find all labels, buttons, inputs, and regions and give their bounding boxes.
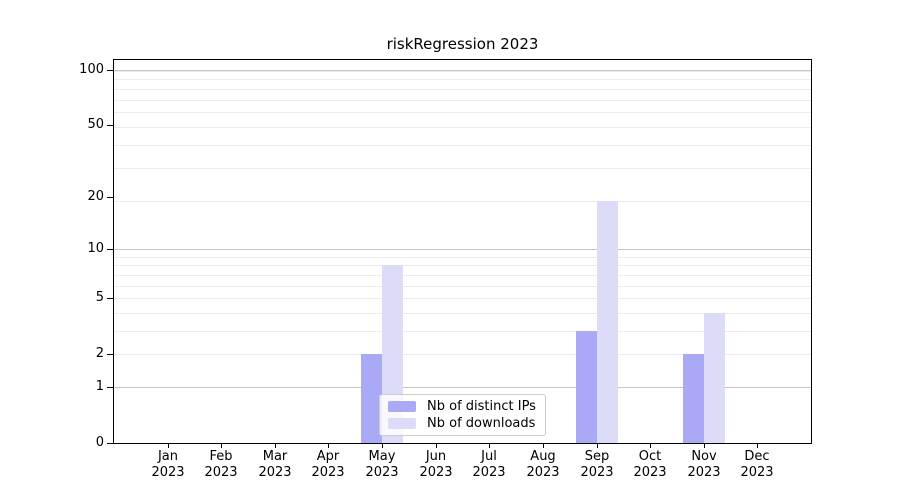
y-tick-label-20: 20	[87, 189, 104, 204]
x-tick-jul	[489, 444, 490, 448]
y-tick-5	[107, 298, 113, 299]
y-tick-label-100: 100	[79, 62, 104, 77]
gridline-minor-6	[114, 286, 811, 287]
y-tick-label-2: 2	[95, 346, 104, 361]
y-tick-label-5: 5	[95, 290, 104, 305]
y-tick-label-1: 1	[95, 379, 104, 394]
legend-label-distinct-ips: Nb of distinct IPs	[427, 399, 536, 414]
gridline-major-10	[114, 249, 811, 250]
gridline-minor-4	[114, 313, 811, 314]
gridline-minor-49	[114, 127, 811, 128]
x-tick-label-apr: Apr 2023	[311, 449, 345, 480]
gridline-minor-59	[114, 112, 811, 113]
legend-entry-downloads: Nb of downloads	[380, 416, 545, 431]
x-tick-feb	[221, 444, 222, 448]
x-tick-mar	[275, 444, 276, 448]
y-tick-2	[107, 354, 113, 355]
y-tick-20	[107, 197, 113, 198]
x-tick-label-mar: Mar 2023	[258, 449, 292, 480]
bar-downloads-sep	[597, 201, 618, 443]
x-tick-oct	[650, 444, 651, 448]
gridline-minor-2	[114, 354, 811, 355]
chart-title: riskRegression 2023	[386, 35, 539, 53]
gridline-minor-29	[114, 168, 811, 169]
y-tick-label-50: 50	[87, 117, 104, 132]
gridline-minor-39	[114, 145, 811, 146]
gridline-minor-8	[114, 265, 811, 266]
x-tick-may	[382, 444, 383, 448]
legend-label-downloads: Nb of downloads	[427, 416, 536, 431]
legend: Nb of distinct IPs Nb of downloads	[379, 394, 546, 436]
bar-downloads-nov	[704, 313, 725, 443]
x-tick-label-oct: Oct 2023	[633, 449, 667, 480]
x-tick-label-sep: Sep 2023	[580, 449, 614, 480]
x-tick-nov	[704, 444, 705, 448]
gridline-minor-5	[114, 298, 811, 299]
x-tick-label-aug: Aug 2023	[526, 449, 560, 480]
x-tick-label-nov: Nov 2023	[687, 449, 721, 480]
gridline-major-100	[114, 70, 811, 71]
gridline-minor-69	[114, 100, 811, 101]
x-tick-label-jun: Jun 2023	[419, 449, 453, 480]
legend-entry-distinct-ips: Nb of distinct IPs	[380, 399, 545, 414]
gridlines	[114, 60, 811, 443]
x-tick-jan	[168, 444, 169, 448]
y-tick-100	[107, 70, 113, 71]
x-tick-dec	[757, 444, 758, 448]
gridline-minor-89	[114, 79, 811, 80]
bars	[114, 60, 811, 443]
gridline-minor-9	[114, 257, 811, 258]
x-tick-aug	[543, 444, 544, 448]
bar-distinct-ips-sep	[576, 331, 597, 443]
x-tick-label-feb: Feb 2023	[204, 449, 238, 480]
bar-distinct-ips-may	[361, 354, 382, 443]
y-tick-1	[107, 387, 113, 388]
gridline-minor-19	[114, 201, 811, 202]
y-tick-0	[107, 443, 113, 444]
legend-swatch-downloads	[388, 418, 416, 429]
x-tick-sep	[597, 444, 598, 448]
x-tick-label-may: May 2023	[365, 449, 399, 480]
gridline-minor-7	[114, 275, 811, 276]
gridline-minor-99	[114, 71, 811, 72]
x-tick-jun	[436, 444, 437, 448]
legend-swatch-distinct-ips	[388, 401, 416, 412]
x-tick-apr	[328, 444, 329, 448]
gridline-minor-79	[114, 89, 811, 90]
y-tick-label-0: 0	[95, 435, 104, 450]
gridline-major-1	[114, 387, 811, 388]
gridline-minor-3	[114, 331, 811, 332]
y-tick-50	[107, 125, 113, 126]
x-tick-label-jul: Jul 2023	[472, 449, 506, 480]
x-tick-label-jan: Jan 2023	[151, 449, 185, 480]
y-tick-label-10: 10	[87, 241, 104, 256]
y-tick-10	[107, 249, 113, 250]
x-tick-label-dec: Dec 2023	[740, 449, 774, 480]
bar-distinct-ips-nov	[683, 354, 704, 443]
plot-area: Nb of distinct IPs Nb of downloads	[113, 59, 812, 444]
